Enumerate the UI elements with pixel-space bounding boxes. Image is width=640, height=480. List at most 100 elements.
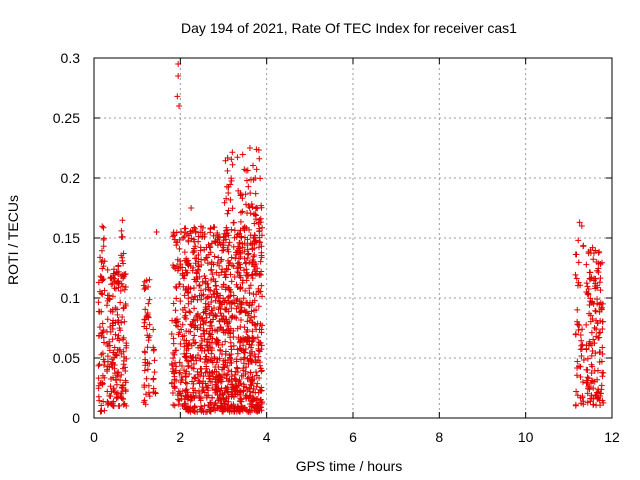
data-point xyxy=(245,302,252,309)
data-point xyxy=(238,402,245,409)
data-point xyxy=(246,285,253,292)
data-point xyxy=(247,190,254,197)
data-point xyxy=(188,342,195,349)
data-point xyxy=(577,332,584,339)
data-point xyxy=(212,364,219,371)
data-point xyxy=(573,388,580,395)
data-point xyxy=(210,312,217,319)
data-point xyxy=(141,367,148,374)
data-point xyxy=(245,272,252,279)
data-point xyxy=(115,332,122,339)
data-point xyxy=(172,367,179,374)
data-point xyxy=(252,354,259,361)
data-point xyxy=(107,383,114,390)
data-point xyxy=(222,316,229,323)
data-point xyxy=(233,315,240,322)
data-point xyxy=(184,288,191,295)
data-point xyxy=(215,306,222,313)
data-point xyxy=(599,318,606,325)
data-point xyxy=(251,313,258,320)
data-point xyxy=(173,377,180,384)
data-point xyxy=(203,244,210,251)
data-point xyxy=(215,396,222,403)
data-point xyxy=(201,273,208,280)
data-point xyxy=(95,332,102,339)
data-point xyxy=(584,399,591,406)
data-point xyxy=(235,264,242,271)
data-point xyxy=(251,297,258,304)
data-point xyxy=(197,244,204,251)
data-point xyxy=(104,342,111,349)
data-point xyxy=(182,387,189,394)
data-point xyxy=(141,286,148,293)
data-point xyxy=(143,375,150,382)
data-point xyxy=(151,357,158,364)
data-point xyxy=(258,282,265,289)
data-point xyxy=(105,295,112,302)
data-point xyxy=(248,382,255,389)
data-point xyxy=(233,364,240,371)
data-point xyxy=(183,259,190,265)
data-point xyxy=(109,293,116,300)
data-point xyxy=(236,239,243,246)
data-point xyxy=(196,292,203,299)
data-point xyxy=(210,275,217,282)
data-point xyxy=(229,314,236,321)
data-point xyxy=(97,273,104,280)
data-point xyxy=(171,232,178,239)
data-point xyxy=(223,372,230,379)
data-point xyxy=(257,271,264,278)
data-point xyxy=(253,204,260,211)
data-point xyxy=(588,370,595,377)
data-point xyxy=(185,363,192,370)
data-point xyxy=(176,369,183,376)
data-point xyxy=(199,278,206,285)
data-point xyxy=(247,314,254,321)
data-point xyxy=(213,336,220,343)
data-point xyxy=(172,359,179,366)
data-point xyxy=(213,368,220,375)
data-point xyxy=(190,296,197,303)
data-point xyxy=(246,259,253,266)
data-point xyxy=(250,336,257,343)
data-point xyxy=(245,334,252,341)
data-point xyxy=(229,381,236,388)
data-point xyxy=(208,267,215,274)
data-point xyxy=(256,227,263,234)
chart-title: Day 194 of 2021, Rate Of TEC Index for r… xyxy=(181,20,517,36)
data-point xyxy=(256,238,263,245)
data-point xyxy=(198,315,205,322)
x-tick-label: 2 xyxy=(176,429,184,445)
data-point xyxy=(251,407,258,414)
data-point xyxy=(208,307,215,314)
data-point xyxy=(174,256,181,263)
data-point xyxy=(142,306,149,313)
data-point xyxy=(101,374,108,381)
data-point xyxy=(253,383,260,390)
data-point xyxy=(172,307,179,314)
data-point xyxy=(246,145,253,152)
data-point xyxy=(99,223,106,230)
data-point xyxy=(190,336,197,343)
data-point xyxy=(115,263,122,270)
data-point xyxy=(107,324,114,331)
data-point xyxy=(98,290,105,297)
data-point xyxy=(201,327,208,334)
data-point xyxy=(141,349,148,356)
data-point xyxy=(95,393,102,400)
data-point xyxy=(120,357,127,364)
data-point xyxy=(596,397,603,404)
data-point xyxy=(226,407,233,414)
data-point xyxy=(192,322,199,329)
data-point xyxy=(248,201,255,208)
data-point xyxy=(104,266,111,273)
data-point xyxy=(257,388,264,395)
data-point xyxy=(178,363,185,370)
data-point xyxy=(251,239,258,246)
data-point xyxy=(141,397,148,404)
data-point xyxy=(220,234,227,241)
data-point xyxy=(207,408,214,415)
data-point xyxy=(572,251,579,258)
data-point xyxy=(234,154,241,161)
data-point xyxy=(198,296,205,303)
